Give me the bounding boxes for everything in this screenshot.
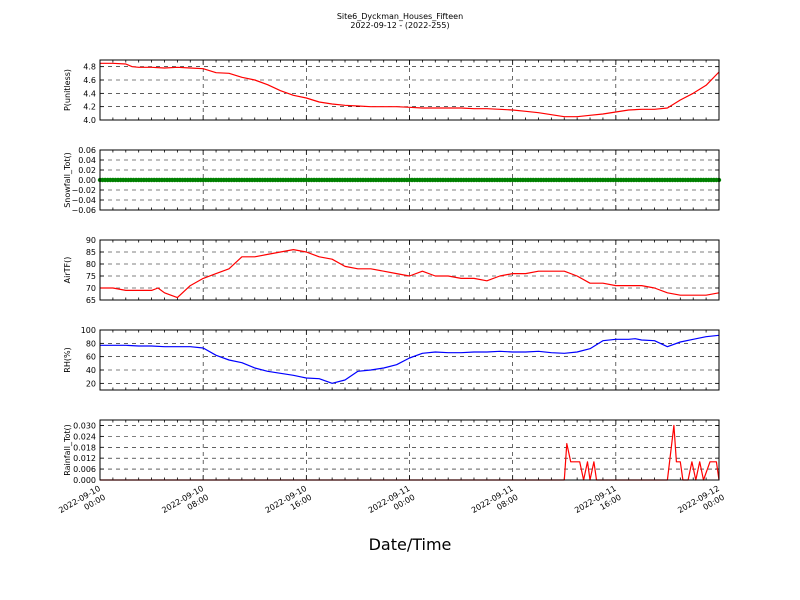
- y-tick-label: 4.6: [83, 76, 96, 85]
- x-axis-label: Date/Time: [369, 535, 452, 554]
- plot-frame: [99, 59, 720, 121]
- y-tick-label: 0.012: [73, 454, 96, 463]
- y-tick-label: 4.0: [83, 116, 96, 125]
- figure-title-line2: 2022-09-12 - (2022-255): [350, 21, 449, 30]
- y-tick-label: 4.8: [83, 63, 96, 72]
- y-tick-label: 4.4: [83, 89, 96, 98]
- plot-frame: [99, 419, 720, 481]
- y-tick-label: 0.00: [78, 176, 96, 185]
- x-tick-labels: 2022-09-1000:00 2022-09-1008:00 2022-09-10…: [57, 484, 726, 524]
- series-line-3: [100, 249, 720, 299]
- y-tick-label: 0.000: [73, 476, 96, 485]
- y-axis-label: Rainfall_Tot(): [63, 424, 72, 476]
- series-line-1: [100, 62, 720, 118]
- plot-frame: [99, 239, 720, 301]
- y-axis-label: AirTF(): [63, 257, 72, 284]
- x-tick-label: 2022-09-1200:00: [676, 484, 726, 524]
- y-tick-label: 0.06: [78, 146, 96, 155]
- x-tick-label: 2022-09-1116:00: [573, 484, 623, 524]
- y-tick-label: −0.02: [71, 186, 96, 195]
- y-tick-label: 60: [86, 353, 96, 362]
- y-tick-label: 0.006: [73, 465, 96, 474]
- y-tick-label: 0.030: [73, 421, 96, 430]
- figure-title-line1: Site6_Dyckman_Houses_Fifteen: [337, 12, 463, 21]
- x-tick-label: 2022-09-1008:00: [160, 484, 210, 524]
- panels: 4.0 4.2 4.4 4.6 4.8 P(unitless) −0.06−0.04−0.0…: [63, 59, 722, 485]
- y-tick-label: 80: [86, 260, 96, 269]
- y-tick-label: 100: [81, 326, 96, 335]
- y-tick-label: 85: [86, 248, 96, 257]
- y-tick-label: 65: [86, 296, 96, 305]
- panel-1: 4.0 4.2 4.4 4.6 4.8 P(unitless): [63, 59, 720, 125]
- series-line-5: [100, 424, 720, 481]
- y-tick-label: 90: [86, 236, 96, 245]
- y-tick-label: 4.2: [83, 103, 96, 112]
- x-tick-label: 2022-09-1100:00: [367, 484, 417, 524]
- panel-4: 20 40 60 80 100 RH(%): [63, 326, 720, 391]
- plot-frame: [99, 329, 720, 391]
- y-tick-label: 0.018: [73, 443, 96, 452]
- y-tick-label: 80: [86, 339, 96, 348]
- panel-3: 65 70 75 80 85 90 AirTF(): [63, 236, 720, 305]
- y-tick-label: 40: [86, 366, 96, 375]
- plot-frame: [99, 149, 720, 211]
- x-tick-label: 2022-09-1000:00: [57, 484, 107, 524]
- y-tick-label: −0.06: [71, 206, 96, 215]
- y-tick-label: 0.04: [78, 156, 96, 165]
- panel-5: 0.000 0.006 0.012 0.018 0.024 0.030Rainfall_T…: [63, 419, 720, 485]
- y-tick-label: 20: [86, 379, 96, 388]
- series-line-4: [100, 334, 720, 384]
- y-axis-label: Snowfall_Tot(): [63, 152, 72, 208]
- y-tick-label: 0.02: [78, 166, 96, 175]
- y-tick-label: 70: [86, 284, 96, 293]
- y-tick-label: −0.04: [71, 196, 96, 205]
- y-tick-label: 0.024: [73, 432, 96, 441]
- x-tick-label: 2022-09-1108:00: [470, 484, 520, 524]
- x-tick-label: 2022-09-1016:00: [264, 484, 314, 524]
- panel-2: −0.06−0.04−0.020.000.020.040.06 Snowfall_…: [63, 146, 722, 215]
- y-axis-label: RH(%): [63, 347, 72, 372]
- y-tick-label: 75: [86, 272, 96, 281]
- y-axis-label: P(unitless): [63, 69, 72, 111]
